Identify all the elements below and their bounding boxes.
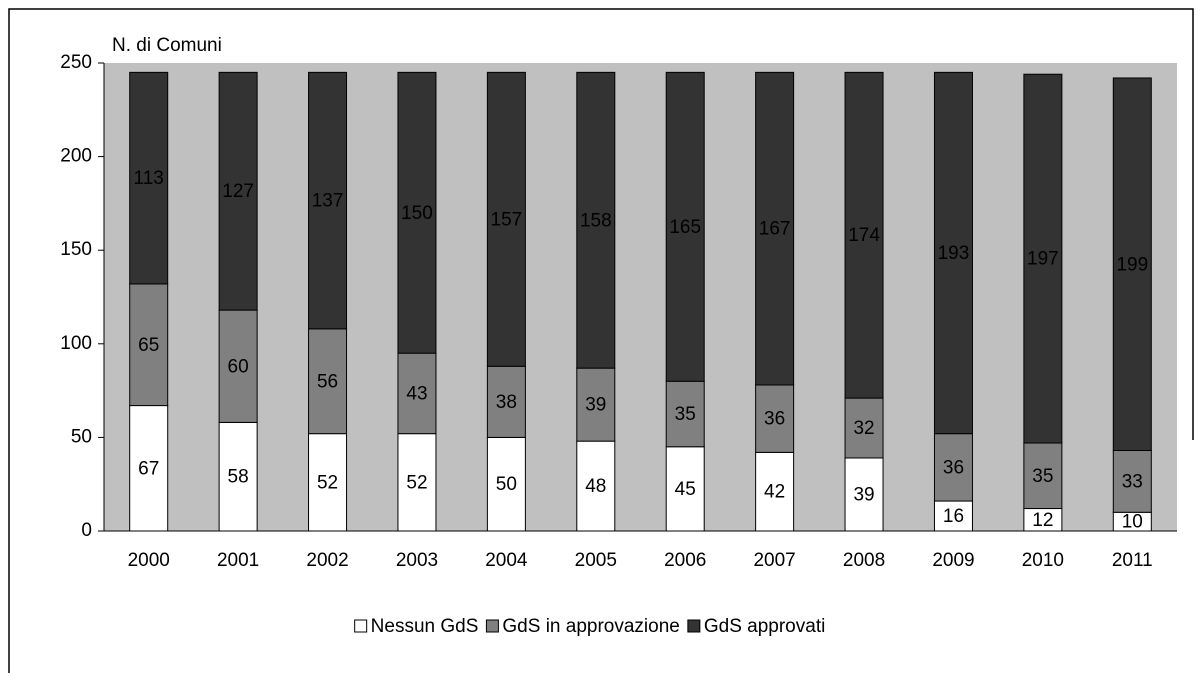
bar-segment (933, 500, 973, 532)
bar-segment (218, 421, 258, 532)
x-tick-label: 2004 (485, 550, 528, 571)
y-tick-label: 100 (60, 333, 92, 354)
bar-segment (218, 309, 258, 423)
data-label: 197 (1027, 249, 1059, 270)
plot-area (104, 63, 1177, 531)
data-label: 60 (228, 356, 249, 377)
data-label: 193 (938, 243, 970, 264)
bar-segment (1023, 73, 1063, 444)
bar-segment (218, 71, 258, 311)
bar-segment (129, 71, 169, 285)
data-label: 12 (1032, 510, 1053, 531)
data-label: 38 (496, 392, 517, 413)
data-label: 50 (496, 474, 517, 495)
bar-segment (665, 446, 705, 532)
legend-swatch (485, 619, 499, 633)
data-label: 65 (138, 335, 159, 356)
data-label: 39 (853, 485, 874, 506)
data-label: 150 (401, 203, 433, 224)
y-tick-label: 0 (81, 520, 92, 541)
y-tick-label: 200 (60, 146, 92, 167)
bar-segment (576, 71, 616, 369)
bar-segment (129, 283, 169, 407)
data-label: 36 (943, 457, 964, 478)
legend-label: Nessun GdS (371, 616, 479, 637)
data-label: 35 (675, 404, 696, 425)
data-label: 52 (317, 472, 338, 493)
bar-segment (844, 71, 884, 399)
data-label: 36 (764, 409, 785, 430)
x-tick-label: 2003 (396, 550, 438, 571)
data-label: 39 (585, 395, 606, 416)
bar-segment (486, 71, 526, 367)
x-tick-label: 2007 (753, 550, 795, 571)
bar-segment (755, 384, 795, 453)
data-label: 33 (1122, 471, 1143, 492)
frame (8, 8, 1194, 673)
x-tick-label: 2010 (1022, 550, 1064, 571)
bar-segment (1112, 77, 1152, 452)
data-label: 199 (1116, 254, 1148, 275)
data-label: 35 (1032, 466, 1053, 487)
bar-segment (129, 405, 169, 532)
bar-segment (397, 71, 437, 354)
bar-segment (755, 451, 795, 532)
y-axis-title: N. di Comuni (112, 35, 222, 56)
data-label: 137 (312, 191, 344, 212)
data-label: 43 (406, 383, 427, 404)
data-label: 52 (406, 472, 427, 493)
legend-label: GdS approvati (704, 616, 825, 637)
x-tick-label: 2006 (664, 550, 706, 571)
legend-label: GdS in approvazione (502, 616, 679, 637)
data-label: 48 (585, 476, 606, 497)
bar-segment (933, 71, 973, 435)
bar-segment (308, 328, 348, 435)
x-tick-label: 2001 (217, 550, 259, 571)
data-label: 157 (491, 209, 523, 230)
bar-segment (576, 440, 616, 532)
data-label: 10 (1122, 512, 1143, 533)
x-tick-label: 2002 (306, 550, 348, 571)
data-label: 45 (675, 479, 696, 500)
data-label: 58 (228, 467, 249, 488)
x-tick-label: 2009 (932, 550, 974, 571)
data-label: 32 (853, 418, 874, 439)
y-tick-label: 50 (71, 426, 92, 447)
bar-segment (308, 71, 348, 330)
y-tick-label: 150 (60, 239, 92, 260)
x-tick-label: 2011 (1112, 550, 1153, 571)
legend-swatch (354, 619, 368, 633)
bar-segment (1023, 442, 1063, 510)
bar-segment (844, 397, 884, 459)
data-label: 174 (848, 225, 880, 246)
bar-segment (665, 380, 705, 448)
data-label: 158 (580, 210, 612, 231)
bar-segment (755, 71, 795, 386)
data-label: 16 (943, 506, 964, 527)
bar-segment (665, 71, 705, 382)
bar-segment (486, 365, 526, 438)
bar-segment (397, 433, 437, 532)
data-label: 165 (669, 217, 701, 238)
x-tick-label: 2000 (128, 550, 170, 571)
x-tick-label: 2008 (843, 550, 885, 571)
legend-swatch (687, 619, 701, 633)
data-label: 113 (134, 168, 164, 189)
bar-segment (933, 433, 973, 502)
bar-segment (576, 367, 616, 442)
bar-segment (844, 457, 884, 532)
data-label: 167 (759, 219, 791, 240)
data-label: 67 (138, 458, 159, 479)
x-tick-label: 2005 (575, 550, 617, 571)
data-label: 127 (222, 181, 254, 202)
y-tick-label: 250 (60, 52, 92, 73)
data-label: 56 (317, 371, 338, 392)
data-label: 42 (764, 482, 785, 503)
